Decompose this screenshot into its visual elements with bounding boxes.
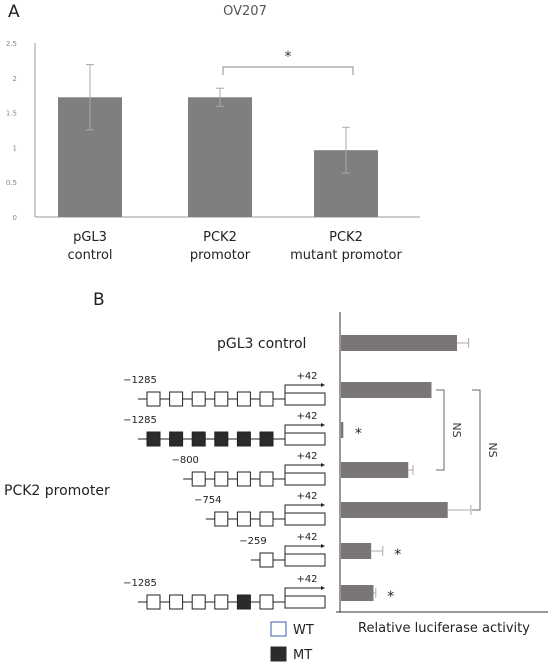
significance-star: *	[355, 426, 362, 442]
start-coordinate: −259	[239, 536, 266, 547]
wildtype-element-box	[214, 511, 229, 527]
y-tick-label: 1.5	[6, 110, 17, 118]
ns-label: NS	[450, 422, 463, 437]
tss-arrow	[284, 504, 321, 513]
end-coordinate: +42	[296, 491, 317, 502]
tss-arrow	[284, 545, 321, 554]
bar	[341, 543, 372, 559]
category-label: PCK2	[329, 230, 363, 245]
wildtype-element-box	[169, 391, 184, 407]
legend-mt-swatch	[270, 646, 287, 662]
significance-star: *	[394, 547, 401, 563]
bar	[188, 97, 252, 217]
wildtype-element-box	[191, 391, 206, 407]
end-coordinate: +42	[296, 371, 317, 382]
y-tick-label: 0	[13, 214, 17, 222]
legend-wt-label: WT	[293, 623, 314, 638]
mutant-element-box	[191, 431, 206, 447]
tss-arrow	[284, 384, 321, 393]
bar	[341, 422, 344, 438]
wildtype-element-box	[146, 594, 161, 610]
wildtype-element-box	[236, 511, 251, 527]
start-coordinate: −1285	[123, 375, 157, 386]
reporter-box	[284, 392, 326, 406]
legend-wt-swatch	[270, 621, 287, 637]
panel-a-chart: 0 0.5 1 1.5 2 2.5 pGL3 control PCK2 promotor PCK2 m…	[6, 40, 420, 263]
wildtype-element-box	[236, 471, 251, 487]
bar	[341, 462, 409, 478]
panel-a-label: A	[8, 2, 20, 22]
tss-arrow	[284, 424, 321, 433]
ns-label: NS	[486, 442, 499, 457]
wildtype-element-box	[236, 391, 251, 407]
bar	[341, 585, 374, 601]
wildtype-element-box	[191, 471, 206, 487]
significance-bracket	[222, 66, 354, 75]
wildtype-element-box	[214, 471, 229, 487]
wildtype-element-box	[214, 391, 229, 407]
mutant-element-box	[236, 431, 251, 447]
wildtype-element-box	[214, 594, 229, 610]
legend-mt-label: MT	[293, 648, 312, 663]
end-coordinate: +42	[296, 451, 317, 462]
category-label: control	[67, 248, 112, 263]
reporter-box	[284, 472, 326, 486]
panel-b-chart: * * * NS NS −1285 +42 −1285 +42 −800 +42 −754 +42 −25…	[123, 312, 548, 663]
panel-b-label: B	[93, 290, 105, 310]
ns-bracket	[436, 389, 445, 471]
mutant-element-box	[214, 431, 229, 447]
category-label: pGL3	[73, 230, 107, 245]
panel-b-control-label: pGL3 control	[217, 336, 306, 352]
tss-arrowhead	[321, 423, 325, 427]
tss-arrowhead	[321, 544, 325, 548]
mutant-element-box	[259, 431, 274, 447]
tss-arrowhead	[321, 503, 325, 507]
start-coordinate: −1285	[123, 415, 157, 426]
category-label: PCK2	[203, 230, 237, 245]
significance-star: *	[387, 589, 394, 605]
tss-arrowhead	[321, 463, 325, 467]
panel-b-group-label: PCK2 promoter	[4, 483, 110, 499]
mutant-element-box	[236, 594, 251, 610]
tss-arrowhead	[321, 383, 325, 387]
reporter-box	[284, 553, 326, 567]
tss-arrow	[284, 464, 321, 473]
bar	[341, 502, 448, 518]
start-coordinate: −800	[171, 455, 198, 466]
y-tick-label: 2	[13, 75, 17, 83]
start-coordinate: −1285	[123, 578, 157, 589]
wildtype-element-box	[146, 391, 161, 407]
wildtype-element-box	[169, 594, 184, 610]
mutant-element-box	[146, 431, 161, 447]
end-coordinate: +42	[296, 574, 317, 585]
reporter-box	[284, 432, 326, 446]
wildtype-element-box	[191, 594, 206, 610]
y-tick-label: 1	[13, 144, 17, 152]
wildtype-element-box	[259, 594, 274, 610]
tss-arrowhead	[321, 586, 325, 590]
wildtype-element-box	[259, 391, 274, 407]
reporter-box	[284, 595, 326, 609]
significance-star: *	[285, 49, 292, 65]
bar	[341, 382, 432, 398]
category-label: promotor	[190, 248, 251, 263]
category-label: mutant promotor	[290, 248, 402, 263]
start-coordinate: −754	[194, 495, 221, 506]
wildtype-element-box	[259, 471, 274, 487]
end-coordinate: +42	[296, 532, 317, 543]
bar	[341, 335, 457, 351]
wildtype-element-box	[259, 511, 274, 527]
wildtype-element-box	[259, 552, 274, 568]
y-tick-label: 2.5	[6, 40, 17, 48]
panel-b-xlabel: Relative luciferase activity	[358, 621, 530, 636]
mutant-element-box	[169, 431, 184, 447]
reporter-box	[284, 512, 326, 526]
end-coordinate: +42	[296, 411, 317, 422]
ns-bracket	[472, 389, 481, 511]
y-tick-label: 0.5	[6, 179, 17, 187]
panel-a-title: OV207	[223, 4, 267, 19]
tss-arrow	[284, 587, 321, 596]
